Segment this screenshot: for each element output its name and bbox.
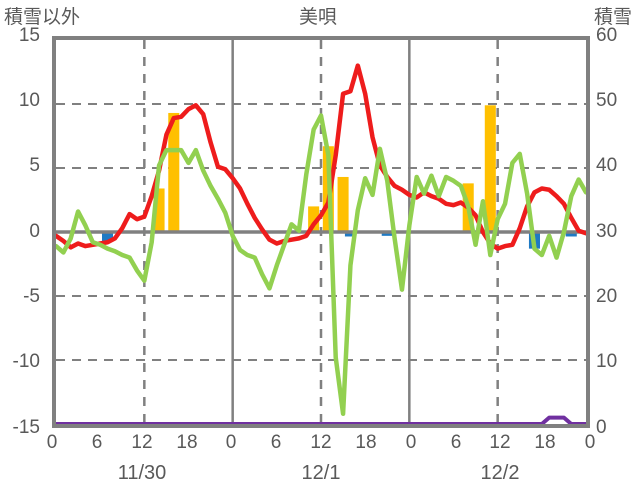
page-title: 美唄 bbox=[298, 7, 337, 28]
y-tick-right-6: 0 bbox=[596, 417, 607, 438]
blue-bars-4 bbox=[565, 232, 577, 237]
plot-inner bbox=[56, 40, 586, 424]
left-axis-title: 積雪以外 bbox=[4, 7, 81, 28]
series-red-line bbox=[56, 63, 586, 251]
x-tick-9: 6 bbox=[450, 432, 462, 453]
x-tick-2: 12 bbox=[131, 432, 153, 453]
day-label-2: 12/2 bbox=[480, 462, 520, 484]
x-tick-3: 18 bbox=[176, 432, 198, 453]
x-tick-12: 0 bbox=[584, 432, 596, 453]
x-tick-4: 0 bbox=[225, 432, 237, 453]
right-axis-title: 積雪 bbox=[593, 7, 632, 28]
y-tick-left-3: 0 bbox=[29, 221, 40, 242]
orange-bars-0 bbox=[153, 188, 165, 232]
blue-bars-0 bbox=[102, 232, 114, 241]
chart-canvas bbox=[56, 40, 586, 424]
y-tick-right-5: 10 bbox=[596, 351, 618, 372]
series-green-line bbox=[56, 113, 586, 417]
x-tick-7: 18 bbox=[355, 432, 377, 453]
y-tick-right-3: 30 bbox=[596, 221, 618, 242]
x-tick-10: 12 bbox=[489, 432, 511, 453]
orange-bars-4 bbox=[337, 176, 349, 232]
y-tick-right-2: 40 bbox=[596, 155, 618, 176]
x-tick-8: 0 bbox=[405, 432, 417, 453]
y-tick-right-4: 20 bbox=[596, 286, 618, 307]
y-tick-left-5: -10 bbox=[12, 351, 40, 372]
x-tick-1: 6 bbox=[91, 432, 103, 453]
day-label-0: 11/30 bbox=[117, 462, 167, 484]
y-tick-right-0: 60 bbox=[596, 25, 618, 46]
plot-area bbox=[52, 36, 590, 428]
y-tick-left-4: -5 bbox=[23, 286, 40, 307]
x-tick-0: 0 bbox=[46, 432, 58, 453]
y-tick-right-1: 50 bbox=[596, 90, 618, 111]
x-tick-11: 18 bbox=[534, 432, 556, 453]
x-tick-6: 12 bbox=[310, 432, 332, 453]
orange-bars-1 bbox=[168, 112, 180, 232]
y-tick-left-6: -15 bbox=[12, 417, 40, 438]
series-purple-snow-depth bbox=[56, 415, 586, 424]
day-label-1: 12/1 bbox=[301, 462, 341, 484]
blue-bars-2 bbox=[381, 232, 393, 236]
x-tick-5: 6 bbox=[270, 432, 282, 453]
y-tick-left-0: 15 bbox=[18, 25, 40, 46]
y-tick-left-2: 5 bbox=[29, 155, 40, 176]
y-tick-left-1: 10 bbox=[18, 90, 40, 111]
orange-bars-6 bbox=[484, 105, 496, 232]
orange-bars-2 bbox=[308, 206, 320, 232]
blue-bars-1 bbox=[344, 232, 356, 237]
